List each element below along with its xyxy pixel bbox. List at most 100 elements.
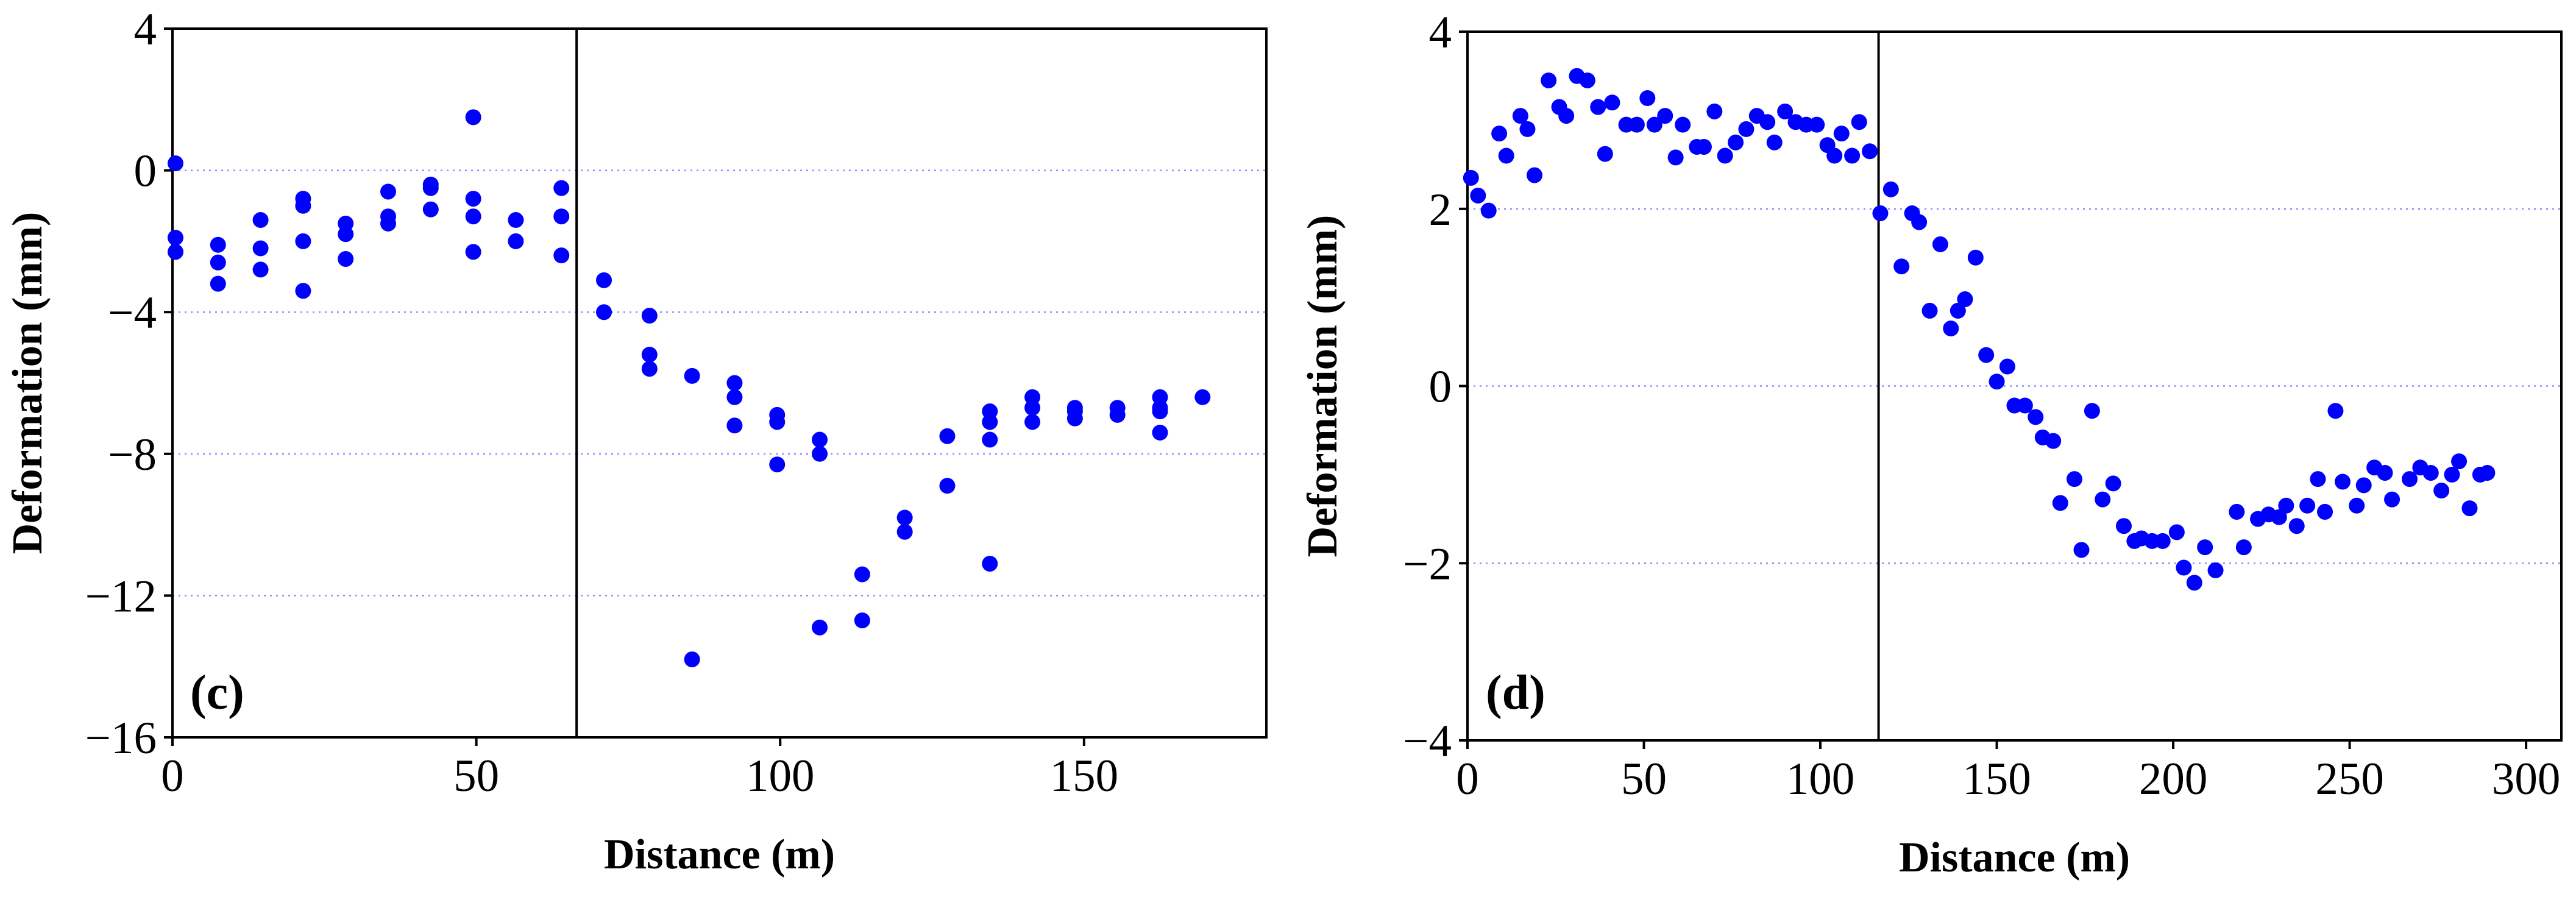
data-point bbox=[2105, 475, 2121, 492]
data-point bbox=[812, 445, 828, 462]
data-point bbox=[1759, 114, 1776, 130]
y-axis-label-d: Deformation (mm) bbox=[1299, 215, 1346, 558]
data-point bbox=[380, 183, 397, 200]
y-tick-label: −4 bbox=[108, 288, 157, 338]
data-point bbox=[1932, 236, 1948, 252]
data-point bbox=[1579, 72, 1595, 88]
data-point bbox=[422, 201, 439, 218]
data-point bbox=[2433, 483, 2450, 499]
y-tick-label: 0 bbox=[134, 146, 157, 197]
data-point bbox=[295, 283, 311, 299]
data-point bbox=[684, 651, 700, 668]
data-point bbox=[1194, 389, 1211, 405]
x-tick-label: 100 bbox=[1786, 754, 1855, 804]
x-tick-label: 150 bbox=[1962, 754, 2031, 804]
data-point bbox=[1519, 121, 1536, 137]
data-point bbox=[2235, 539, 2252, 556]
y-axis-label-c: Deformation (mm) bbox=[4, 212, 51, 555]
data-point bbox=[1498, 147, 1514, 164]
y-tick-label: −8 bbox=[108, 430, 157, 480]
data-point bbox=[1728, 134, 1744, 151]
data-point bbox=[380, 215, 397, 232]
data-point bbox=[2288, 518, 2305, 534]
data-point bbox=[2084, 403, 2100, 419]
data-point bbox=[508, 233, 524, 249]
y-tick-label: −4 bbox=[1403, 716, 1452, 767]
data-point bbox=[1597, 146, 1613, 162]
data-point bbox=[465, 208, 481, 225]
data-point bbox=[167, 230, 183, 246]
data-point bbox=[2154, 533, 2171, 549]
data-point bbox=[596, 304, 612, 321]
data-point bbox=[295, 197, 311, 214]
y-tick-label: −12 bbox=[85, 571, 157, 622]
plot-frame-d bbox=[1466, 30, 2563, 742]
data-point bbox=[982, 414, 998, 430]
data-point bbox=[939, 478, 956, 494]
x-tick-label: 100 bbox=[746, 751, 815, 801]
data-point bbox=[1872, 205, 1889, 222]
data-point bbox=[2310, 471, 2326, 488]
data-point bbox=[210, 275, 226, 292]
data-point bbox=[2451, 453, 2468, 470]
y-tick-label: 4 bbox=[134, 4, 157, 55]
data-point bbox=[1527, 167, 1543, 183]
data-point bbox=[553, 180, 570, 196]
data-point bbox=[2278, 497, 2294, 514]
data-point bbox=[1463, 169, 1479, 186]
data-point bbox=[1024, 414, 1041, 430]
x-tick-label: 250 bbox=[2315, 754, 2384, 804]
data-point bbox=[769, 456, 786, 473]
panel-label-c: (c) bbox=[190, 666, 244, 720]
data-point bbox=[1541, 72, 1557, 88]
data-point bbox=[2461, 500, 2478, 517]
data-point bbox=[1978, 347, 1995, 363]
x-tick-label: 50 bbox=[453, 751, 499, 801]
data-point bbox=[1066, 410, 1083, 427]
data-point bbox=[2197, 539, 2213, 556]
data-point bbox=[2073, 542, 2090, 558]
x-tick-label: 150 bbox=[1050, 751, 1119, 801]
data-point bbox=[726, 375, 743, 391]
data-point bbox=[1480, 202, 1497, 219]
data-point bbox=[1777, 103, 1794, 119]
data-point bbox=[1675, 116, 1691, 133]
data-point bbox=[1152, 403, 1168, 420]
data-point bbox=[1921, 302, 1938, 319]
y-tick-label: −16 bbox=[85, 713, 157, 764]
data-point bbox=[2052, 495, 2068, 511]
data-point bbox=[2176, 559, 2192, 576]
data-point bbox=[2317, 503, 2333, 520]
data-point bbox=[2479, 464, 2496, 481]
data-point bbox=[1706, 103, 1723, 119]
data-point bbox=[2377, 464, 2393, 481]
gridlines-c bbox=[172, 169, 1266, 597]
data-point bbox=[1590, 99, 1606, 115]
data-point bbox=[1893, 258, 1910, 275]
x-tick-label: 50 bbox=[1621, 754, 1667, 804]
data-point bbox=[2028, 409, 2044, 425]
data-point bbox=[553, 247, 570, 264]
plot-frame-c bbox=[171, 27, 1268, 739]
data-point bbox=[465, 191, 481, 207]
data-points-c bbox=[167, 109, 1211, 668]
data-point bbox=[641, 308, 658, 324]
data-point bbox=[1558, 108, 1575, 124]
x-tick-label: 0 bbox=[161, 751, 184, 801]
data-point bbox=[1967, 249, 1984, 266]
data-point bbox=[1851, 114, 1867, 130]
data-point bbox=[1646, 116, 1662, 133]
x-axis-ticks-d: 0 50 100 150 200 250 300 bbox=[1456, 740, 2560, 804]
chart-panel-c: 40−4−8−12−16 0 50 100 150 (c) Distance (m) … bbox=[4, 4, 1268, 878]
data-point bbox=[1695, 138, 1712, 155]
data-point bbox=[1809, 116, 1825, 133]
data-point bbox=[2066, 471, 2082, 488]
data-point bbox=[2045, 433, 2062, 449]
data-point bbox=[422, 180, 439, 196]
data-point bbox=[1950, 302, 1966, 319]
y-tick-label: 0 bbox=[1429, 362, 1452, 413]
data-point bbox=[1911, 214, 1928, 230]
y-tick-label: 2 bbox=[1429, 185, 1452, 235]
data-point bbox=[769, 414, 786, 430]
